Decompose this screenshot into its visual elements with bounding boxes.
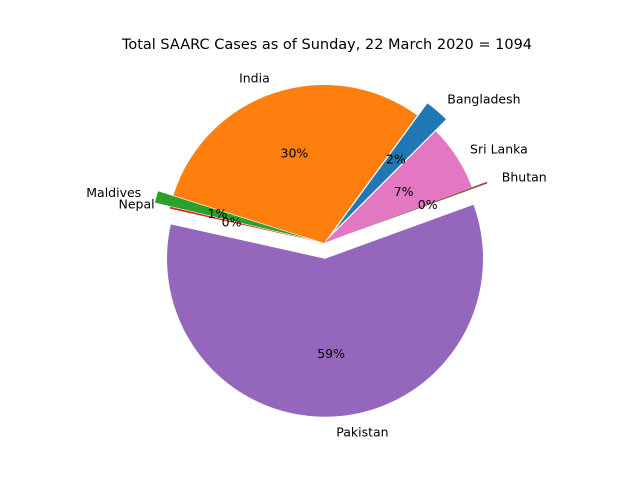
slice-label-pakistan: Pakistan [336, 425, 388, 440]
pie-slice-india [173, 85, 418, 243]
slice-label-india: India [239, 70, 270, 85]
pct-label-sri-lanka: 7% [394, 184, 414, 199]
pct-label-pakistan: 59% [317, 346, 345, 361]
pie-slice-nepal [169, 206, 324, 243]
slice-label-nepal: Nepal [118, 197, 154, 212]
pie-slice-pakistan [167, 204, 484, 417]
pie-labels: 2% Bangladesh 30% India 1% Maldives 0% Nepal 59%… [86, 70, 546, 439]
slice-label-bhutan: Bhutan [502, 170, 547, 185]
pct-label-maldives: 1% [207, 206, 227, 221]
chart-title: Total SAARC Cases as of Sunday, 22 March… [121, 37, 532, 53]
pie-slice-bangladesh [334, 103, 446, 231]
pie-slice-maldives [154, 191, 309, 239]
pct-label-nepal: 0% [222, 214, 242, 229]
pie-slices [154, 85, 488, 417]
slice-label-maldives: Maldives [86, 185, 141, 200]
pie-slice-bhutan [338, 181, 488, 238]
pie-slice-sri-lanka [324, 131, 472, 243]
slice-label-bangladesh: Bangladesh [447, 91, 520, 106]
slice-label-sri-lanka: Sri Lanka [470, 141, 528, 156]
pct-label-bhutan: 0% [418, 197, 438, 212]
pct-label-bangladesh: 2% [386, 151, 406, 166]
pct-label-india: 30% [281, 145, 309, 160]
